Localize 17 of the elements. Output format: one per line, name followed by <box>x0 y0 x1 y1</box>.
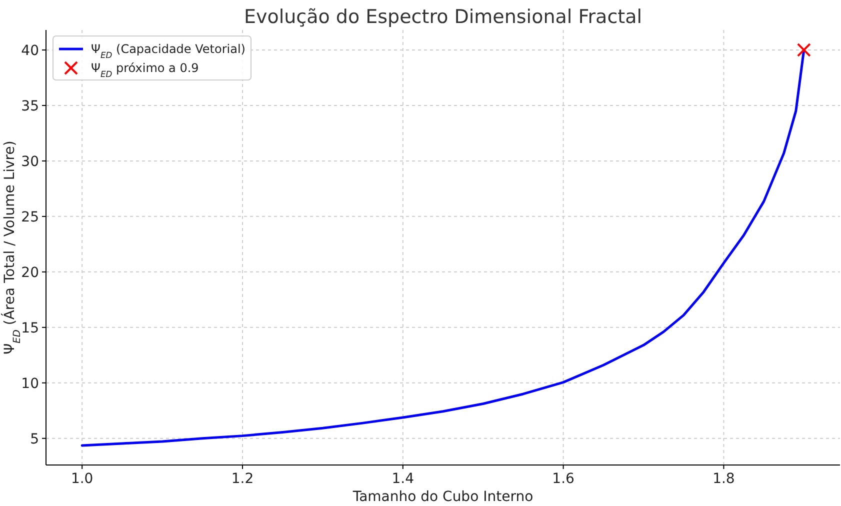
x-axis-title: Tamanho do Cubo Interno <box>352 489 534 505</box>
y-tick-label: 20 <box>21 264 39 281</box>
x-tick-label: 1.6 <box>552 471 575 487</box>
x-tick-label: 1.0 <box>70 471 94 487</box>
x-tick-label: 1.2 <box>231 471 254 487</box>
x-tick-label: 1.8 <box>712 471 735 487</box>
y-tick-label: 10 <box>21 376 39 392</box>
y-tick-label: 35 <box>21 98 39 114</box>
y-tick-label: 40 <box>21 42 39 59</box>
y-tick-label: 30 <box>21 154 39 170</box>
y-tick-label: 25 <box>21 209 39 226</box>
y-tick-label: 5 <box>30 431 39 448</box>
chart-title: Evolução do Espectro Dimensional Fractal <box>244 6 642 28</box>
y-tick-label: 15 <box>21 320 39 336</box>
legend-label: Ψ$_{ED}$ próximo a 0.9 <box>91 61 199 79</box>
legend-label: Ψ$_{ED}$ (Capacidade Vetorial) <box>91 42 246 60</box>
x-tick-label: 1.4 <box>392 471 414 487</box>
